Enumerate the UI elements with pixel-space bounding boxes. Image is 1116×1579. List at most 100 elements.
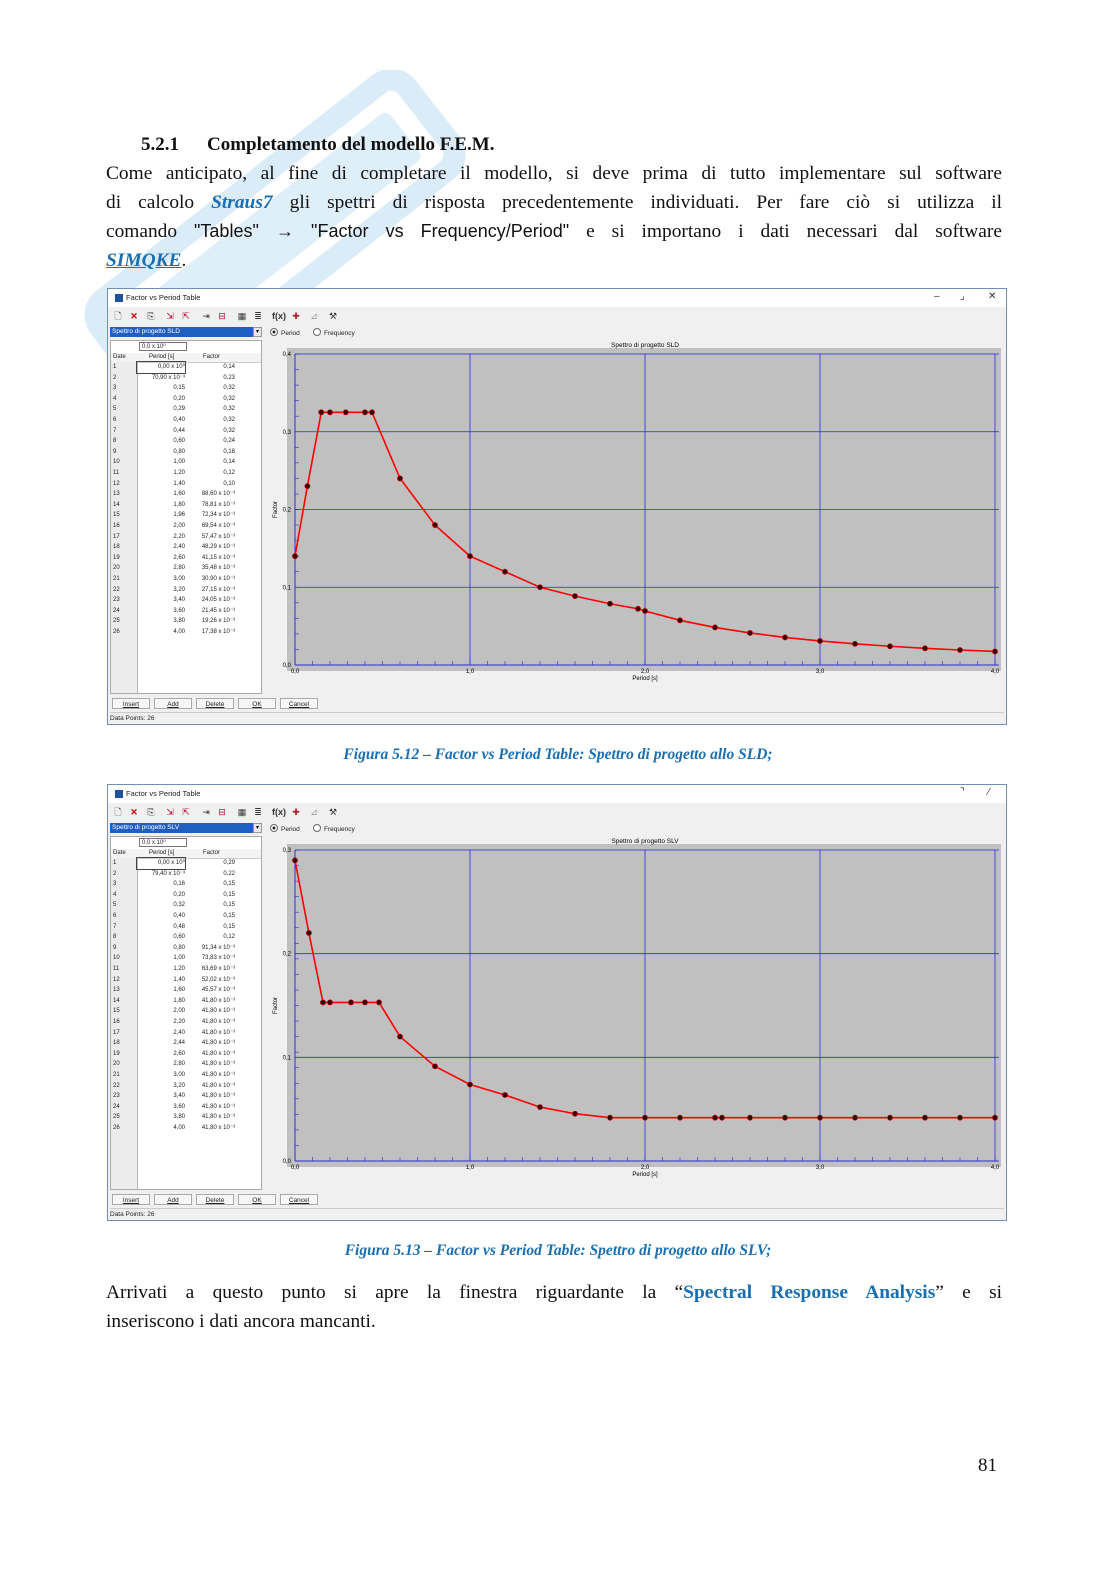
table-row[interactable]: 4 0,20 0,32 (111, 394, 261, 405)
delete-icon[interactable]: ✕ (130, 807, 138, 817)
add-button[interactable]: Add (154, 698, 192, 709)
factor-cell[interactable]: 41,80 x 10⁻³ (201, 1114, 235, 1121)
factor-cell[interactable]: 0,32 (223, 385, 235, 392)
factor-cell[interactable]: 0,24 (223, 438, 235, 445)
period-cell[interactable]: 0,48 (173, 923, 185, 930)
graph-icon[interactable]: ✚ (292, 311, 300, 321)
import-icon[interactable]: ⇲ (166, 311, 174, 321)
delete-row-icon[interactable]: ⊟ (218, 807, 226, 817)
table-row[interactable]: 19 2,60 41,15 x 10⁻³ (111, 553, 261, 564)
period-cell[interactable]: 1,80 (173, 997, 185, 1004)
period-cell[interactable]: 1,40 (173, 480, 185, 487)
period-cell[interactable]: 2,60 (173, 1050, 185, 1057)
factor-cell[interactable]: 19,26 x 10⁻³ (201, 618, 235, 625)
table-row[interactable]: 1 0,00 x 10⁰ 0,14 (111, 361, 261, 374)
period-cell[interactable]: 1,00 (173, 459, 185, 466)
period-cell[interactable]: 1,96 (173, 512, 185, 519)
period-cell[interactable]: 2,20 (173, 533, 185, 540)
table-row[interactable]: 4 0,20 0,15 (111, 890, 261, 901)
import-icon[interactable]: ⇲ (166, 807, 174, 817)
period-cell[interactable]: 0,40 (173, 417, 185, 423)
period-cell[interactable]: 3,40 (173, 597, 185, 604)
table-row[interactable]: 24 3,60 21,45 x 10⁻³ (111, 606, 261, 617)
period-cell[interactable]: 79,40 x 10⁻³ (151, 870, 185, 877)
table-row[interactable]: 13 1,60 45,57 x 10⁻³ (111, 985, 261, 996)
factor-cell[interactable]: 30,90 x 10⁻³ (201, 576, 235, 582)
period-cell[interactable]: 3,00 (173, 576, 185, 582)
table-row[interactable]: 21 3,00 41,80 x 10⁻³ (111, 1070, 261, 1081)
period-cell[interactable]: 3,80 (173, 618, 185, 625)
period-cell[interactable]: 0,16 (173, 881, 185, 888)
table-row[interactable]: 2 79,40 x 10⁻³ 0,22 (111, 869, 261, 880)
period-cell[interactable]: 0,00 x 10⁰ (136, 857, 186, 870)
table-row[interactable]: 25 3,80 41,80 x 10⁻³ (111, 1112, 261, 1123)
factor-cell[interactable]: 41,80 x 10⁻³ (201, 1125, 235, 1131)
table-row[interactable]: 9 0,80 0,18 (111, 447, 261, 458)
add-button[interactable]: Add (154, 1194, 192, 1205)
factor-cell[interactable]: 35,48 x 10⁻³ (201, 565, 235, 572)
close-icon[interactable]: ⁄ (988, 787, 990, 798)
export-icon[interactable]: ⇱ (182, 311, 190, 321)
scale-icon[interactable]: ⊿ (310, 311, 318, 321)
factor-cell[interactable]: 48,29 x 10⁻³ (201, 544, 235, 551)
chevron-down-icon[interactable]: ▾ (253, 327, 262, 337)
restore-icon[interactable]: ⌝ (960, 787, 965, 798)
factor-cell[interactable]: 0,22 (223, 870, 235, 877)
factor-cell[interactable]: 41,80 x 10⁻³ (201, 1029, 235, 1036)
cancel-button[interactable]: Cancel (280, 698, 318, 709)
factor-cell[interactable]: 24,05 x 10⁻³ (201, 597, 235, 604)
factor-cell[interactable]: 63,69 x 10⁻³ (201, 966, 235, 972)
factor-cell[interactable]: 41,15 x 10⁻³ (201, 554, 235, 561)
chevron-down-icon[interactable]: ▾ (253, 823, 262, 833)
factor-cell[interactable]: 0,15 (223, 881, 235, 888)
factor-cell[interactable]: 69,54 x 10⁻³ (201, 523, 235, 529)
factor-cell[interactable]: 45,57 x 10⁻³ (201, 987, 235, 994)
period-cell[interactable]: 0,40 (173, 913, 185, 919)
table-row[interactable]: 6 0,40 0,15 (111, 911, 261, 922)
table-row[interactable]: 1 0,00 x 10⁰ 0,29 (111, 857, 261, 870)
delete-button[interactable]: Delete (196, 698, 234, 709)
period-cell[interactable]: 70,90 x 10⁻³ (151, 374, 185, 381)
table-row[interactable]: 24 3,60 41,80 x 10⁻³ (111, 1102, 261, 1113)
table-row[interactable]: 18 2,40 48,29 x 10⁻³ (111, 542, 261, 553)
period-cell[interactable]: 1,60 (173, 987, 185, 994)
period-cell[interactable]: 4,00 (173, 1125, 185, 1131)
minimize-icon[interactable]: – (934, 291, 940, 302)
period-cell[interactable]: 0,00 x 10⁰ (136, 361, 186, 374)
function-icon[interactable]: f(x) (272, 311, 286, 321)
table-row[interactable]: 10 1,00 0,14 (111, 457, 261, 468)
factor-cell[interactable]: 0,15 (223, 913, 235, 919)
period-cell[interactable]: 2,80 (173, 1061, 185, 1068)
insert-row-icon[interactable]: ⇥ (202, 807, 210, 817)
delete-button[interactable]: Delete (196, 1194, 234, 1205)
factor-cell[interactable]: 21,45 x 10⁻³ (201, 607, 235, 614)
period-cell[interactable]: 2,40 (173, 544, 185, 551)
close-icon[interactable]: ✕ (988, 291, 997, 302)
radio-period[interactable]: Period (270, 824, 300, 833)
cell-editor-input[interactable]: 0,0 x 10⁰ (139, 342, 187, 351)
table-row[interactable]: 3 0,16 0,15 (111, 879, 261, 890)
factor-cell[interactable]: 0,14 (223, 459, 235, 466)
period-cell[interactable]: 0,80 (173, 944, 185, 951)
factor-cell[interactable]: 0,14 (223, 364, 235, 370)
period-cell[interactable]: 2,00 (173, 523, 185, 529)
factor-cell[interactable]: 41,80 x 10⁻³ (201, 1008, 235, 1015)
table-row[interactable]: 7 0,44 0,32 (111, 426, 261, 437)
table-row[interactable]: 2 70,90 x 10⁻³ 0,23 (111, 373, 261, 384)
factor-cell[interactable]: 41,80 x 10⁻³ (201, 1061, 235, 1068)
factor-cell[interactable]: 72,34 x 10⁻³ (201, 512, 235, 519)
period-cell[interactable]: 0,60 (173, 438, 185, 445)
table-row[interactable]: 13 1,60 88,60 x 10⁻³ (111, 489, 261, 500)
copy-icon[interactable]: ⎘ (147, 807, 155, 817)
sort-icon[interactable]: ≣ (254, 311, 262, 321)
table-row[interactable]: 21 3,00 30,90 x 10⁻³ (111, 574, 261, 585)
table-row[interactable]: 26 4,00 41,80 x 10⁻³ (111, 1123, 261, 1134)
radio-frequency[interactable]: Frequency (313, 824, 355, 833)
factor-cell[interactable]: 41,80 x 10⁻³ (201, 997, 235, 1004)
period-cell[interactable]: 1,40 (173, 976, 185, 983)
function-icon[interactable]: f(x) (272, 807, 286, 817)
factor-cell[interactable]: 91,34 x 10⁻³ (201, 944, 235, 951)
table-row[interactable]: 5 0,32 0,15 (111, 900, 261, 911)
table-row[interactable]: 6 0,40 0,32 (111, 415, 261, 426)
table-row[interactable]: 14 1,80 41,80 x 10⁻³ (111, 996, 261, 1007)
